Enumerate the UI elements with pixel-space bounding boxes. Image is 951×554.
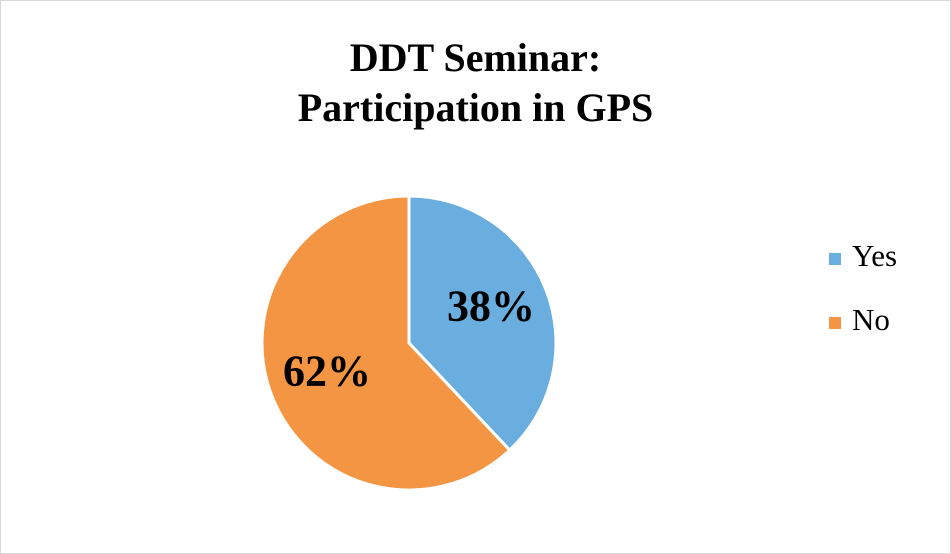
legend-swatch bbox=[829, 317, 841, 329]
pie-slice bbox=[260, 194, 512, 492]
legend-swatch bbox=[829, 253, 841, 265]
chart-title: DDT Seminar: Participation in GPS bbox=[297, 35, 654, 130]
pie-slice bbox=[407, 194, 558, 453]
data-label: 38% bbox=[447, 282, 535, 331]
legend-label: Yes bbox=[852, 238, 897, 273]
legend-label: No bbox=[852, 302, 890, 337]
data-label: 62% bbox=[283, 347, 371, 396]
